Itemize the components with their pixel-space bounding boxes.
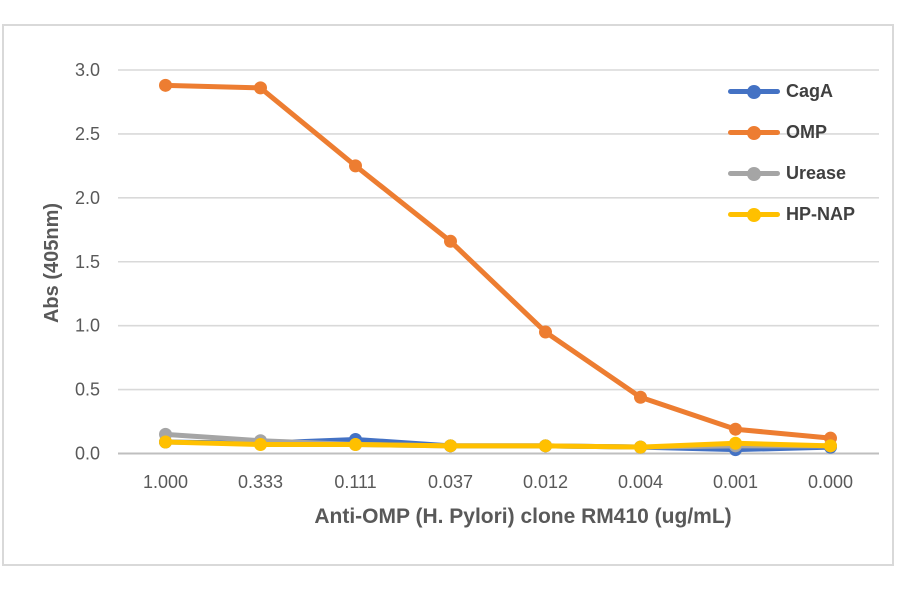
y-tick-label: 0.5 — [75, 380, 100, 400]
series-line-OMP — [163, 82, 833, 441]
x-tick-label: 1.000 — [143, 472, 188, 492]
y-tick-label: 2.0 — [75, 188, 100, 208]
x-tick-label: 0.000 — [808, 472, 853, 492]
series-marker-OMP — [729, 422, 742, 436]
legend: CagA OMP Urease HP-NAP — [728, 71, 855, 235]
series-marker-HP-NAP — [349, 438, 362, 452]
x-tick-label: 0.012 — [523, 472, 568, 492]
y-tick-label: 3.0 — [75, 60, 100, 80]
chart-frame — [2, 24, 894, 566]
series-marker-OMP — [159, 78, 172, 92]
legend-item-OMP: OMP — [728, 112, 855, 153]
series-marker-HP-NAP — [729, 436, 742, 450]
x-tick-label: 0.001 — [713, 472, 758, 492]
legend-marker-dot-icon — [747, 125, 761, 140]
series-marker-HP-NAP — [539, 439, 552, 453]
series-marker-OMP — [444, 234, 457, 248]
legend-label: HP-NAP — [786, 204, 856, 224]
x-tick-label: 0.111 — [334, 472, 376, 492]
legend-line-marker-icon — [728, 207, 780, 222]
series-marker-HP-NAP — [824, 439, 837, 453]
legend-marker-dot-icon — [747, 166, 761, 181]
legend-marker-dot-icon — [747, 207, 761, 222]
legend-item-Urease: Urease — [728, 153, 855, 194]
y-tick-label: 1.0 — [75, 316, 100, 336]
series-marker-HP-NAP — [159, 435, 172, 449]
legend-label: Urease — [786, 163, 847, 183]
x-tick-label: 0.333 — [238, 472, 283, 492]
legend-label: OMP — [786, 122, 828, 142]
x-axis-title: Anti-OMP (H. Pylori) clone RM410 (ug/mL) — [314, 505, 732, 528]
legend-label: CagA — [786, 81, 834, 101]
series-marker-OMP — [539, 325, 552, 339]
series-marker-OMP — [634, 390, 647, 404]
y-tick-label: 1.5 — [75, 252, 100, 272]
y-tick-label: 0.0 — [75, 444, 100, 464]
y-axis-title: Abs (405nm) — [41, 202, 63, 324]
series-marker-HP-NAP — [254, 438, 267, 452]
legend-item-HP-NAP: HP-NAP — [728, 194, 855, 235]
legend-line-marker-icon — [728, 125, 780, 140]
legend-item-CagA: CagA — [728, 71, 855, 112]
legend-line-marker-icon — [728, 84, 780, 99]
y-tick-label: 2.5 — [75, 124, 100, 144]
legend-line-marker-icon — [728, 166, 780, 181]
x-tick-label: 0.037 — [428, 472, 473, 492]
legend-marker-dot-icon — [747, 84, 761, 99]
x-tick-label: 0.004 — [618, 472, 663, 492]
series-marker-OMP — [349, 159, 362, 173]
series-marker-OMP — [254, 81, 267, 95]
series-marker-HP-NAP — [444, 439, 457, 453]
series-line-HP-NAP — [163, 439, 833, 450]
series-marker-HP-NAP — [634, 440, 647, 454]
